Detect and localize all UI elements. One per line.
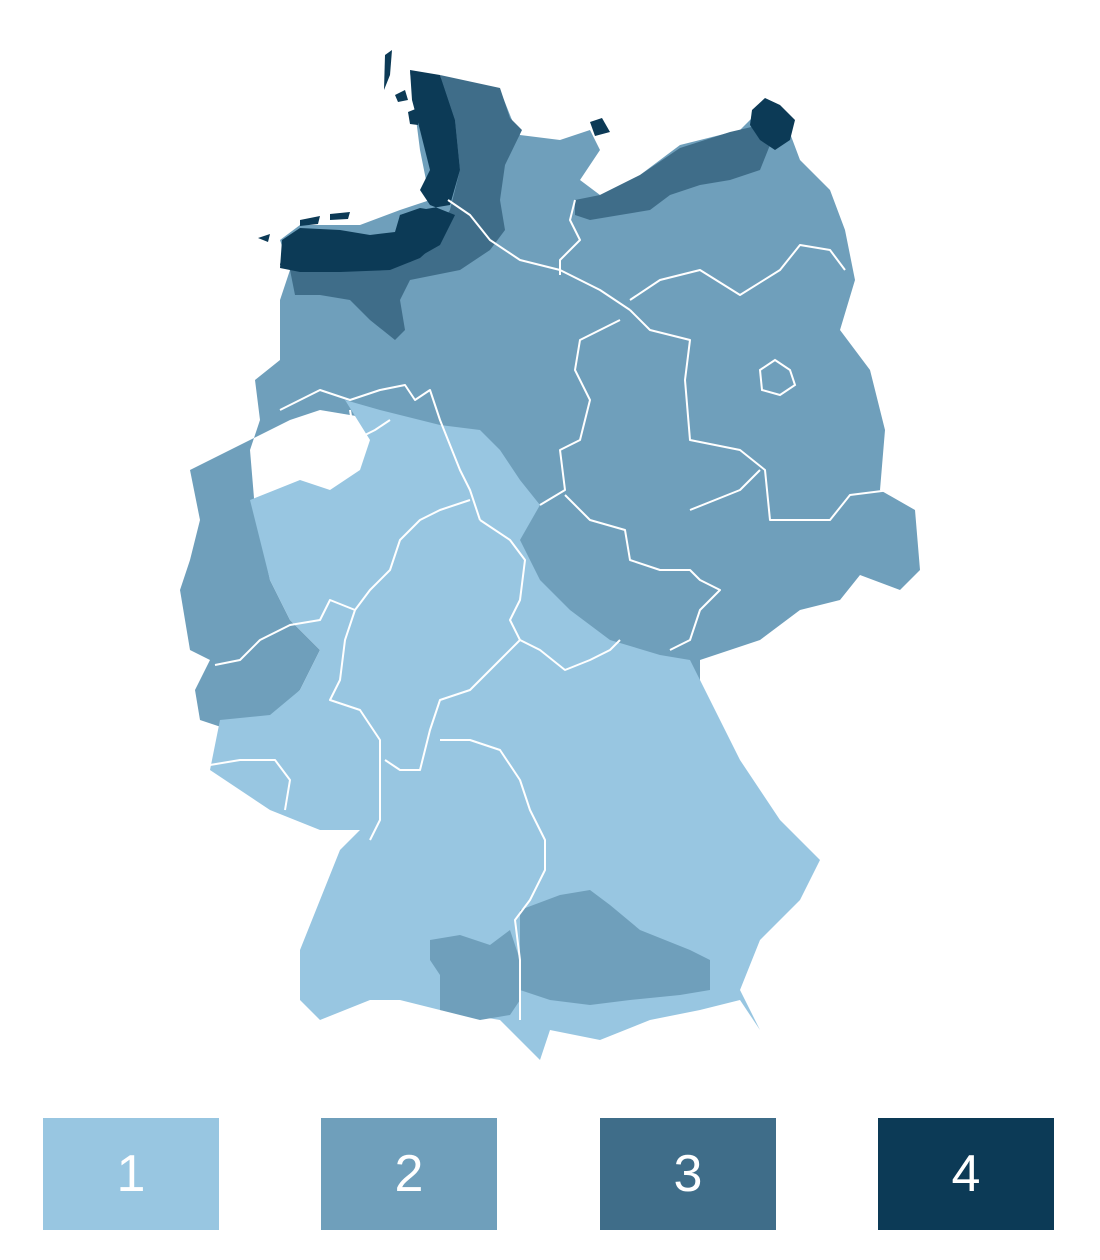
state-borders — [209, 199, 891, 1020]
zone-2-region-south — [520, 890, 710, 1005]
legend-item-1: 1 — [43, 1118, 219, 1230]
island — [384, 50, 392, 90]
zone-4-island — [590, 118, 610, 136]
island — [258, 234, 270, 242]
map-canvas — [180, 50, 920, 1060]
zone-1-region — [210, 400, 820, 1060]
island — [300, 216, 320, 226]
legend-item-3: 3 — [600, 1118, 776, 1230]
legend-item-4: 4 — [878, 1118, 1054, 1230]
zone-4-region-northeast — [750, 98, 795, 150]
zone-4-region-coast — [280, 208, 445, 272]
legend-label-2: 2 — [394, 1145, 424, 1203]
zone-3-region-east — [575, 125, 770, 220]
island — [395, 90, 408, 102]
island — [408, 108, 418, 125]
legend: 1 2 3 4 — [0, 1118, 1100, 1230]
legend-label-3: 3 — [673, 1145, 703, 1203]
zone-3-region-north — [290, 75, 522, 340]
legend-label-4: 4 — [951, 1145, 981, 1203]
legend-item-2: 2 — [321, 1118, 497, 1230]
berlin-boundary — [758, 358, 797, 397]
germany-zone-map — [180, 50, 920, 1060]
zone-2-region-southwest — [430, 930, 520, 1020]
island — [330, 212, 350, 220]
legend-label-1: 1 — [116, 1145, 146, 1203]
